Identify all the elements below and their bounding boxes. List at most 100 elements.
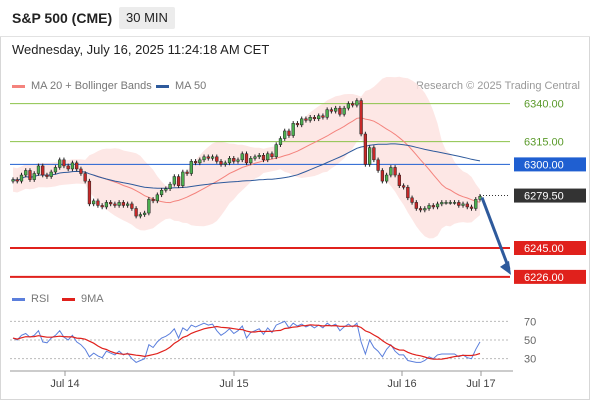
candle [79, 166, 83, 176]
candle [198, 157, 202, 166]
candle-body [431, 205, 435, 208]
candle-body [469, 206, 474, 209]
candle-body [113, 203, 117, 206]
candle [236, 157, 240, 164]
legend-ma20-swatch [12, 84, 25, 88]
candle [304, 116, 308, 123]
candle-body [121, 202, 126, 206]
candle-body [79, 168, 83, 174]
candle-body [117, 202, 121, 206]
candle-body [397, 174, 401, 186]
candle [253, 154, 257, 161]
candle [346, 101, 351, 111]
candle [261, 153, 266, 163]
candle [465, 201, 469, 210]
candle [389, 165, 393, 178]
legend-ma9: 9MA [62, 293, 104, 305]
candle [185, 169, 189, 176]
candle-body [448, 202, 452, 204]
candle [134, 206, 138, 219]
candle [384, 172, 389, 184]
candle [172, 174, 176, 187]
candle [223, 160, 227, 167]
candle [151, 197, 155, 204]
legend-ma50: MA 50 [156, 80, 206, 92]
candle [227, 156, 232, 166]
candle [58, 157, 62, 170]
candle [240, 151, 244, 163]
candle-body [219, 161, 223, 165]
candle-body [257, 155, 261, 158]
candle [414, 200, 418, 211]
level-label-3: 6279.50 [524, 191, 564, 203]
candle [401, 183, 406, 190]
candle-body [423, 208, 427, 211]
candle-body [24, 170, 28, 176]
candle [274, 142, 278, 160]
candle-body [87, 180, 92, 205]
candle [142, 210, 147, 217]
candle [159, 187, 164, 198]
level-label-box-4 [514, 241, 586, 255]
candle-body [346, 103, 351, 109]
candle-body [147, 199, 151, 214]
candle-body [410, 197, 414, 203]
rsi-tick-label-2: 30 [524, 354, 536, 366]
candle [96, 198, 100, 208]
candle [41, 163, 45, 178]
candle-body [253, 156, 257, 159]
candle-body [41, 165, 45, 176]
candle [70, 160, 75, 172]
candle [317, 113, 321, 122]
candle-body [62, 159, 66, 167]
candle-body [414, 202, 418, 209]
candle [431, 203, 435, 210]
candle [423, 206, 427, 213]
candle [427, 203, 431, 211]
candle [232, 156, 236, 164]
legend-ma20: MA 20 + Bollinger Bands [12, 80, 152, 92]
candle [440, 200, 444, 207]
candle [300, 116, 304, 128]
candle [329, 107, 334, 114]
candle-body [240, 153, 244, 161]
candle-body [109, 202, 113, 205]
candle-body [83, 173, 87, 182]
candle [257, 153, 261, 160]
candle [435, 201, 440, 210]
candle-body [189, 161, 193, 174]
candle [15, 177, 19, 184]
candle-body [92, 200, 96, 205]
candle [109, 200, 113, 207]
candle-body [367, 147, 372, 165]
candle [164, 186, 168, 193]
candle-body [75, 162, 79, 170]
candle-body [406, 186, 410, 199]
level-label-box-3 [514, 188, 586, 203]
candle-body [15, 179, 19, 182]
level-label-0: 6340.00 [524, 99, 564, 111]
candle-body [125, 203, 130, 206]
candle-body [66, 165, 70, 170]
candle [380, 168, 384, 184]
candle-body [359, 100, 363, 135]
candle-body [138, 214, 142, 217]
candle-body [465, 203, 469, 208]
timeframe-button[interactable]: 30 MIN [119, 7, 175, 29]
candle-body [53, 167, 58, 173]
candle-body [393, 167, 397, 176]
candle [418, 206, 423, 213]
candle-body [452, 202, 457, 204]
time-tick-label-0: Jul 14 [50, 378, 79, 390]
candle [75, 160, 79, 172]
candle [168, 181, 172, 191]
candle-body [321, 115, 325, 118]
time-tick-label-2: Jul 16 [387, 378, 416, 390]
legend-ma20-label: MA 20 + Bollinger Bands [31, 80, 152, 92]
candle [19, 172, 24, 184]
candle-body [384, 174, 389, 182]
candle-body [134, 208, 138, 217]
candle-body [210, 156, 215, 159]
candle [406, 184, 410, 201]
